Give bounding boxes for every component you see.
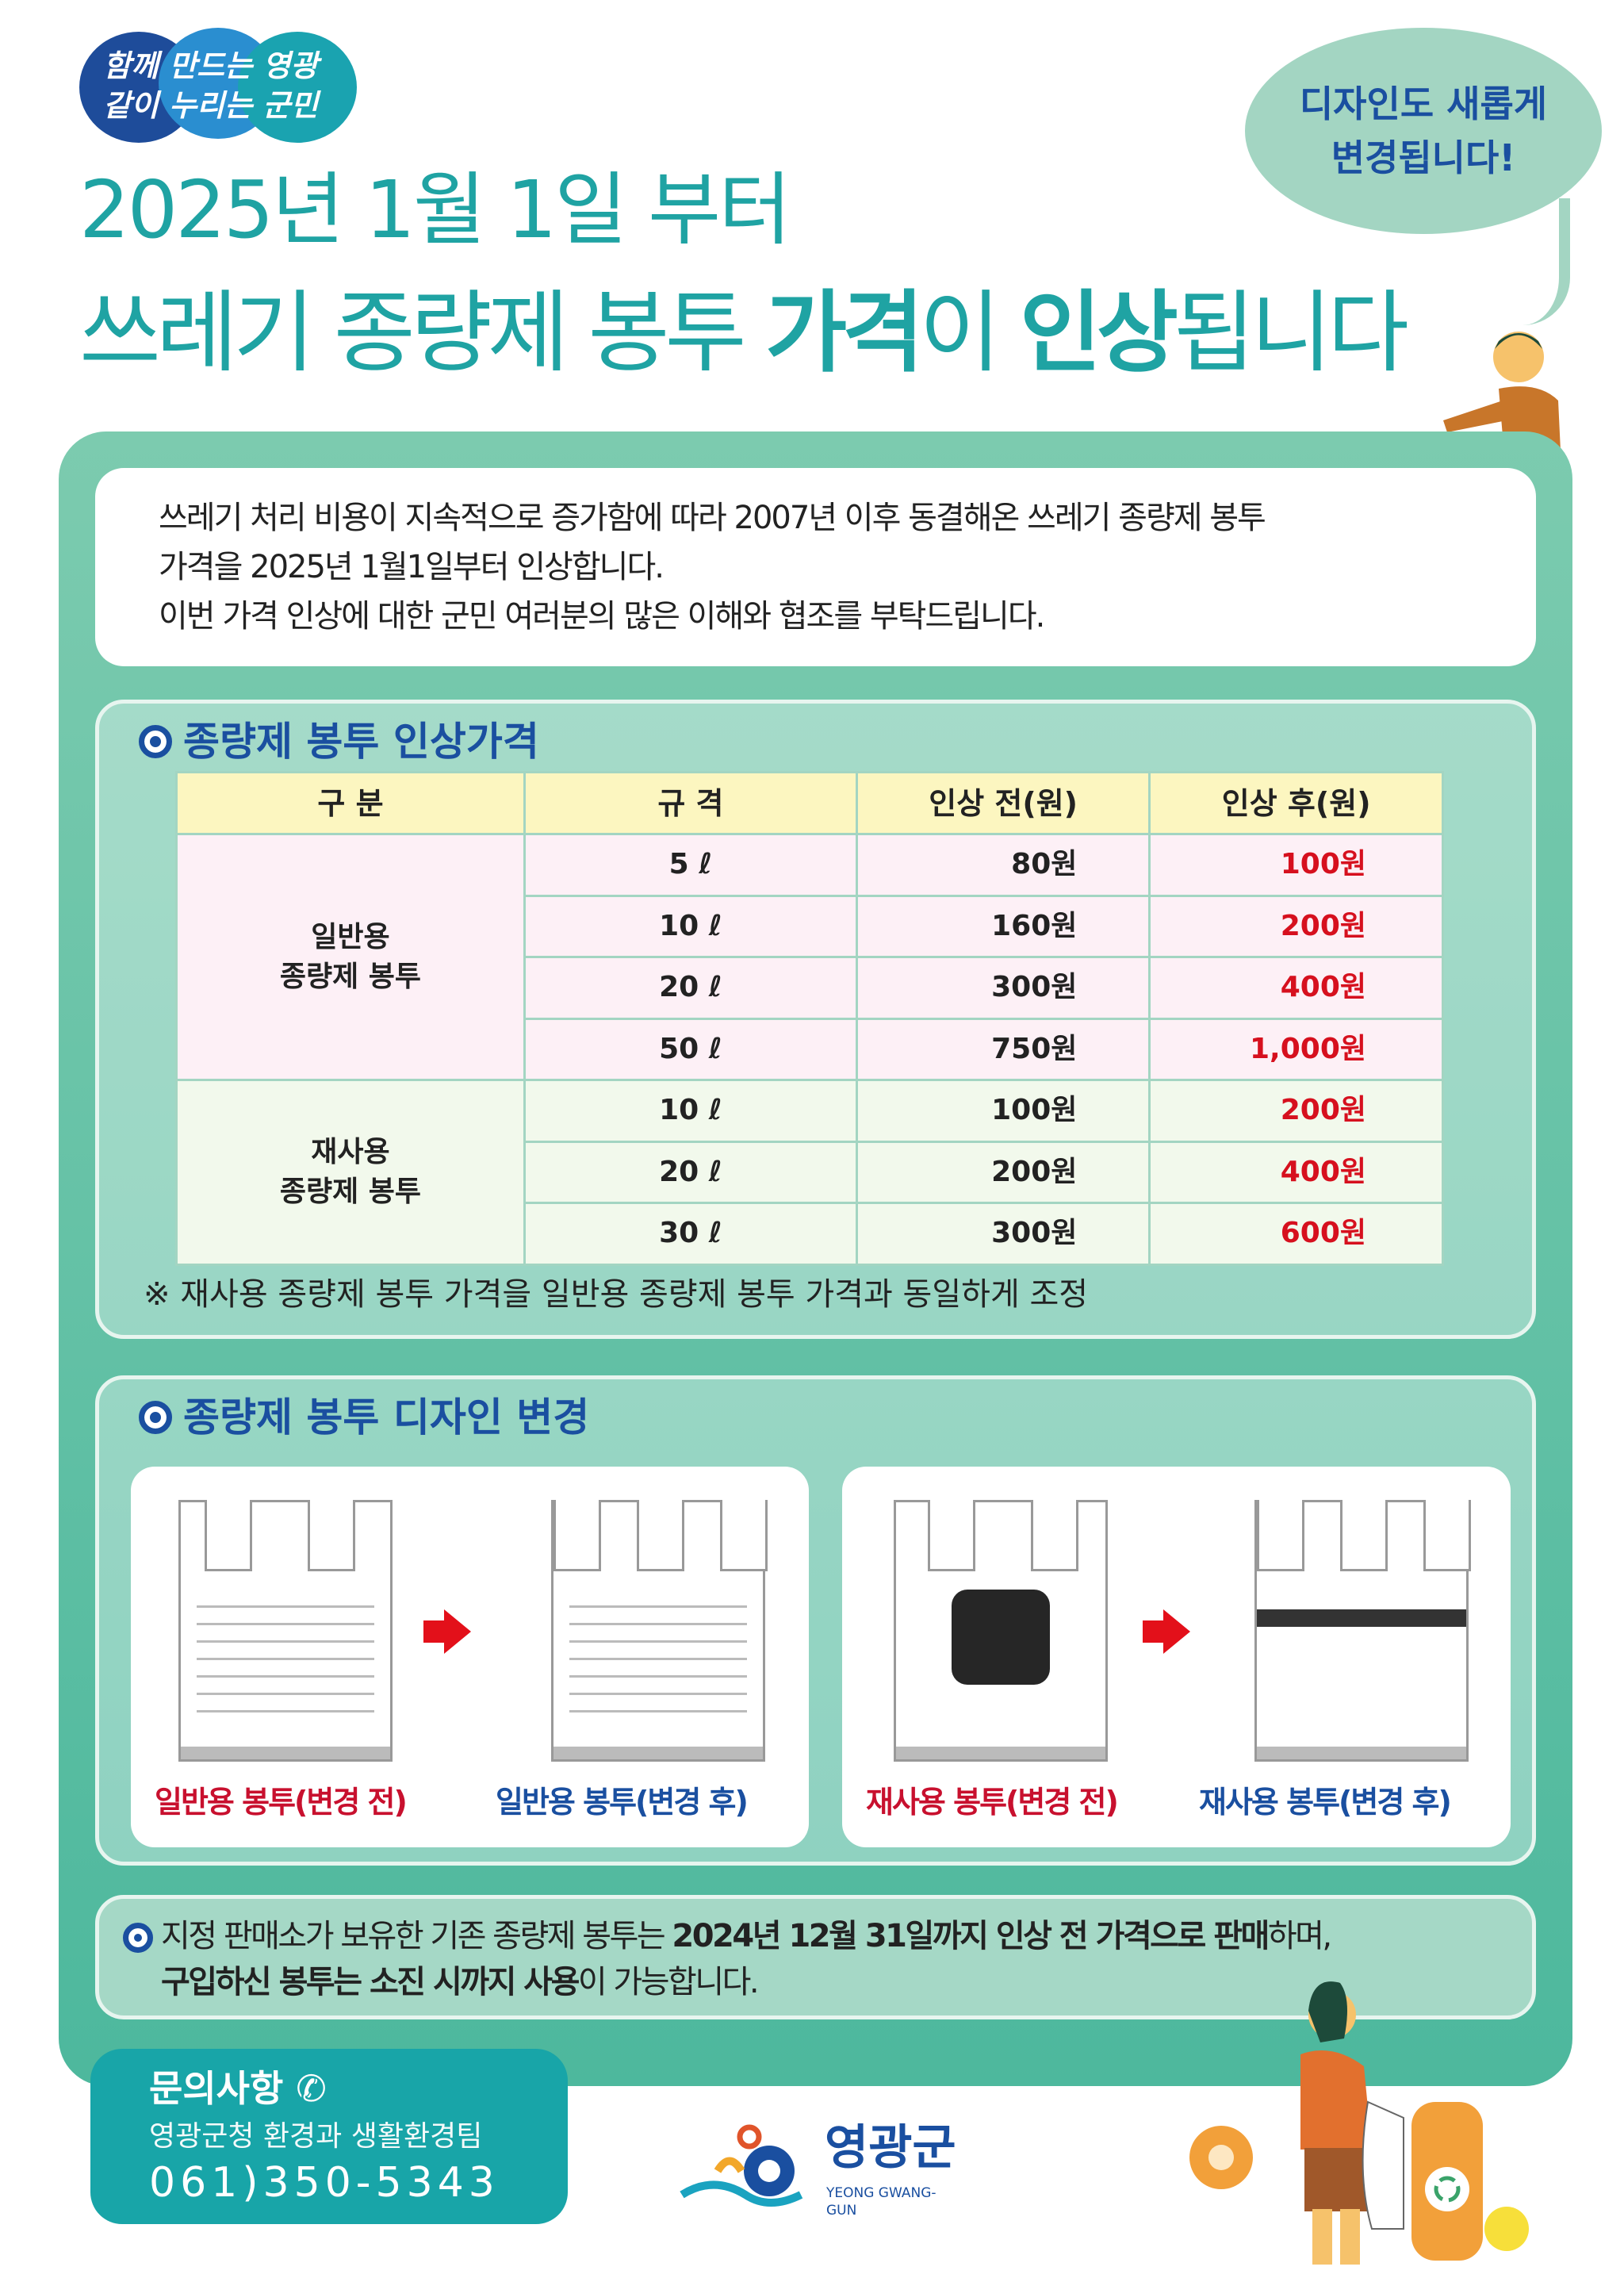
yeonggwang-emblem-icon — [680, 2124, 803, 2207]
title-part: 가격 — [765, 282, 924, 385]
size-cell: 10 ℓ — [523, 894, 858, 958]
title-part: 쓰레기 종량제 봉투 — [79, 282, 766, 385]
caption: 일반용 봉투(변경 전) — [155, 1785, 408, 1820]
notice-text: 구입하신 봉투는 소진 시까지 사용 — [161, 1964, 580, 2000]
column-header: 인상 전(원) — [855, 771, 1151, 835]
table-row: 20 ℓ 200원 400원 — [177, 1140, 1444, 1204]
section-title: 종량제 봉투 인상가격 — [183, 719, 539, 765]
section-heading: 종량제 봉투 인상가격 — [139, 718, 539, 765]
table-row: 20 ℓ 300원 400원 — [177, 956, 1444, 1020]
before-price: 300원 — [855, 1202, 1151, 1266]
intro-text: 쓰레기 처리 비용이 지속적으로 증가함에 따라 2007년 이후 동결해온 쓰… — [159, 500, 1266, 536]
price-table: 구 분 규 격 인상 전(원) 인상 후(원) 일반용 종량제 봉투 5 ℓ 80원… — [175, 771, 1444, 1266]
before-price: 80원 — [855, 833, 1151, 897]
general-bag-card: 일반용 봉투(변경 전) 일반용 봉투(변경 후) — [131, 1467, 809, 1847]
bullseye-icon — [123, 1923, 153, 1953]
after-price: 400원 — [1148, 1140, 1444, 1204]
after-price: 600원 — [1148, 1202, 1444, 1266]
after-price: 200원 — [1148, 1079, 1444, 1143]
page-title: 쓰레기 종량제 봉투 가격이 인상됩니다 — [79, 282, 1409, 385]
contact-department: 영광군청 환경과 생활환경팀 — [149, 2120, 483, 2153]
caption: 재사용 봉투(변경 후) — [1199, 1785, 1452, 1820]
table-row: 50 ℓ 750원 1,000원 — [177, 1017, 1444, 1081]
logo-name: 영광군 — [825, 2120, 956, 2176]
contact-phone[interactable]: 061)350-5343 — [149, 2159, 500, 2207]
contact-box: 문의사항 ✆ 영광군청 환경과 생활환경팀 061)350-5343 — [90, 2049, 568, 2224]
after-price: 1,000원 — [1148, 1017, 1444, 1081]
title-date: 2025년 1월 1일 부터 — [79, 163, 791, 256]
bag-image-after — [551, 1500, 768, 1762]
price-note: ※ 재사용 종량제 봉투 가격을 일반용 종량제 봉투 가격과 동일하게 조정 — [144, 1276, 1089, 1313]
arrow-right-icon — [1143, 1609, 1190, 1654]
yeonggwang-logo: 영광군 YEONG GWANG-GUN — [674, 2119, 959, 2219]
before-price: 100원 — [855, 1079, 1151, 1143]
group-label: 재사용 종량제 봉투 — [175, 1079, 526, 1266]
table-row: 재사용 종량제 봉투 10 ℓ 100원 200원 — [175, 1079, 1444, 1266]
bullseye-icon — [139, 1401, 172, 1434]
before-price: 160원 — [855, 894, 1151, 958]
notice-text: 2024년 12월 31일까지 인상 전 가격으로 판매 — [672, 1918, 1270, 1954]
bullseye-icon — [139, 725, 172, 758]
before-price: 200원 — [855, 1140, 1151, 1204]
intro-box: 쓰레기 처리 비용이 지속적으로 증가함에 따라 2007년 이후 동결해온 쓰… — [95, 468, 1536, 666]
size-cell: 20 ℓ — [523, 956, 858, 1020]
bag-image-before — [178, 1500, 393, 1762]
intro-text: 이번 가격 인상에 대한 군민 여러분의 많은 이해와 협조를 부탁드립니다. — [159, 598, 1045, 635]
column-header: 인상 후(원) — [1148, 771, 1444, 835]
bag-image-before — [894, 1500, 1108, 1762]
column-header: 규 격 — [523, 771, 858, 835]
sale-notice: 지정 판매소가 보유한 기존 종량제 봉투는 2024년 12월 31일까지 인… — [95, 1895, 1536, 2019]
section-heading: 종량제 봉투 디자인 변경 — [139, 1394, 589, 1441]
bag-image-after — [1254, 1500, 1471, 1762]
size-cell: 10 ℓ — [523, 1079, 858, 1143]
column-header: 구 분 — [175, 771, 526, 835]
speech-bubble: 디자인도 새롭게 변경됩니다! — [1245, 28, 1602, 234]
intro-text: 가격을 2025년 1월1일부터 인상합니다. — [159, 549, 665, 585]
table-row: 30 ℓ 300원 600원 — [177, 1202, 1444, 1266]
after-price: 400원 — [1148, 956, 1444, 1020]
before-price: 750원 — [855, 1017, 1151, 1081]
before-price: 300원 — [855, 956, 1151, 1020]
bubble-line: 디자인도 새롭게 — [1299, 82, 1548, 125]
contact-heading: 문의사항 ✆ — [149, 2067, 327, 2110]
slogan-logo: 함께 만드는 영광 같이 누리는 군민 — [79, 28, 365, 143]
title-part: 인상 — [1019, 282, 1178, 385]
reusable-bag-card: 재사용 봉투(변경 전) 재사용 봉투(변경 후) — [842, 1467, 1511, 1847]
caption: 재사용 봉투(변경 전) — [866, 1785, 1119, 1820]
size-cell: 5 ℓ — [523, 833, 858, 897]
after-price: 100원 — [1148, 833, 1444, 897]
notice-text: 지정 판매소가 보유한 기존 종량제 봉투는 — [161, 1918, 672, 1954]
price-section: 종량제 봉투 인상가격 구 분 규 격 인상 전(원) 인상 후(원) 일반용 종… — [95, 700, 1536, 1339]
title-part: 됩니다 — [1173, 282, 1409, 385]
bubble-line: 변경됩니다! — [1331, 136, 1516, 179]
table-row: 일반용 종량제 봉투 5 ℓ 80원 100원 — [175, 833, 1444, 1081]
size-cell: 30 ℓ — [523, 1202, 858, 1266]
woman-recycling-illustration — [1189, 1981, 1529, 2265]
size-cell: 50 ℓ — [523, 1017, 858, 1081]
title-part: 이 — [919, 282, 1020, 385]
logo-english: YEONG GWANG-GUN — [826, 2185, 936, 2219]
table-row: 10 ℓ 160원 200원 — [177, 894, 1444, 958]
size-cell: 20 ℓ — [523, 1140, 858, 1204]
after-price: 200원 — [1148, 894, 1444, 958]
speech-bubble-tail — [1507, 198, 1570, 325]
design-section: 종량제 봉투 디자인 변경 일반용 봉투(변경 전) 일반용 봉투(변경 후) … — [95, 1375, 1536, 1866]
notice-text: 이 가능합니다. — [577, 1964, 760, 2000]
group-label: 일반용 종량제 봉투 — [175, 833, 526, 1081]
notice-text: 하며, — [1267, 1918, 1332, 1954]
arrow-right-icon — [423, 1609, 471, 1654]
phone-icon: ✆ — [296, 2067, 327, 2110]
section-title: 종량제 봉투 디자인 변경 — [183, 1394, 590, 1440]
caption: 일반용 봉투(변경 후) — [496, 1785, 749, 1820]
